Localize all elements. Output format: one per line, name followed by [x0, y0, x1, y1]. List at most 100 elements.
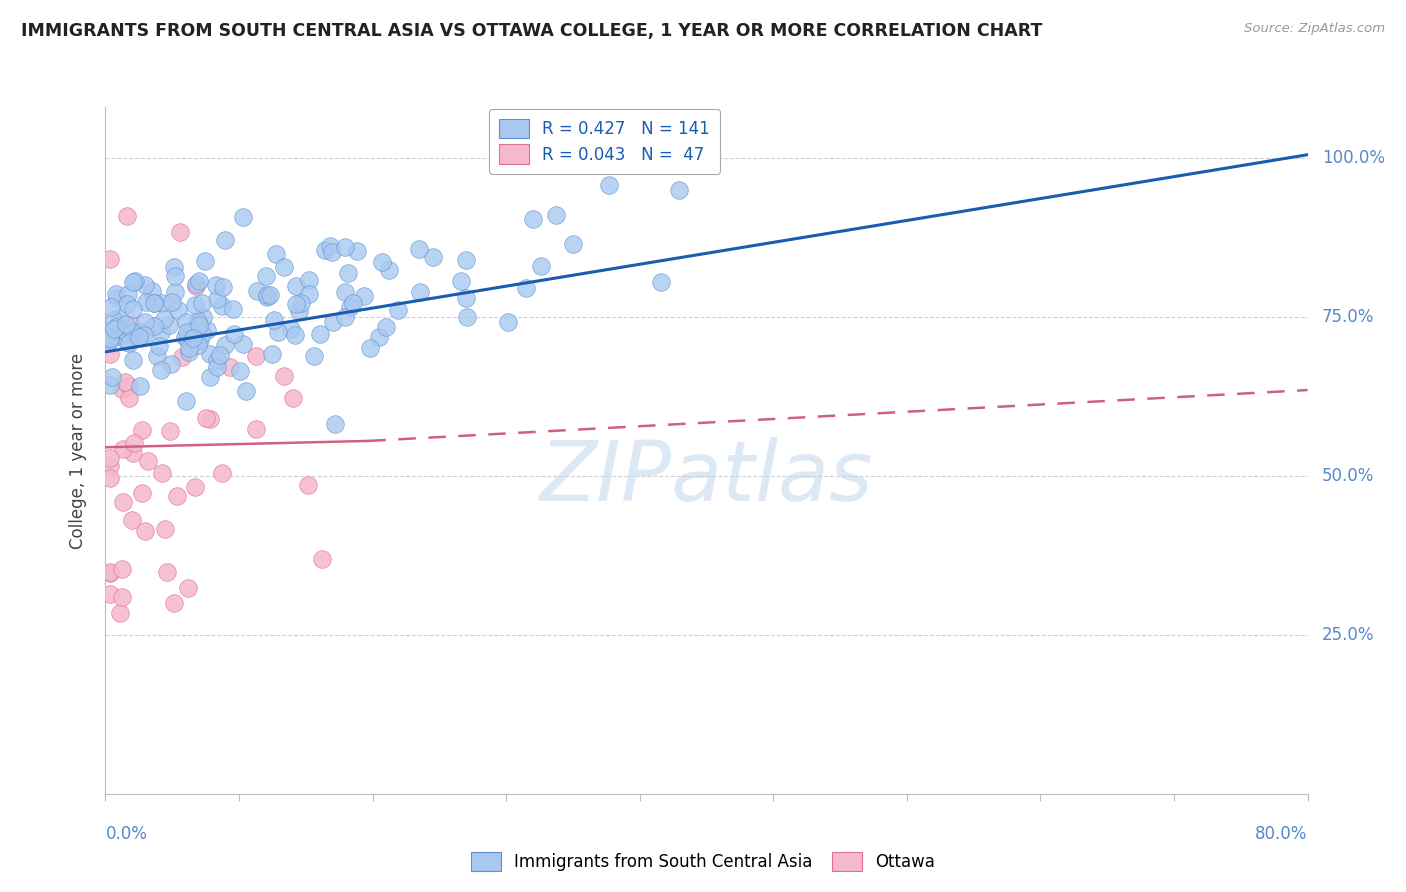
Point	[454, 252, 477, 267]
Point	[128, 329, 150, 343]
Point	[110, 606, 132, 620]
Point	[98, 378, 121, 392]
Point	[191, 295, 214, 310]
Point	[245, 422, 267, 436]
Point	[668, 183, 690, 197]
Point	[323, 417, 346, 431]
Point	[174, 329, 197, 343]
Point	[98, 587, 121, 601]
Point	[118, 335, 141, 350]
Point	[98, 334, 121, 348]
Point	[530, 259, 553, 273]
Point	[188, 333, 211, 347]
Point	[267, 325, 290, 339]
Point	[115, 326, 138, 341]
Point	[222, 301, 245, 316]
Text: 0.0%: 0.0%	[105, 825, 148, 843]
Point	[187, 318, 209, 332]
Point	[131, 325, 153, 339]
Point	[98, 252, 121, 267]
Point	[297, 478, 319, 492]
Text: Source: ZipAtlas.com: Source: ZipAtlas.com	[1244, 22, 1385, 36]
Point	[409, 285, 432, 299]
Point	[105, 291, 128, 305]
Point	[128, 378, 150, 392]
Point	[184, 333, 207, 347]
Legend: Immigrants from South Central Asia, Ottawa: Immigrants from South Central Asia, Otta…	[463, 843, 943, 880]
Point	[115, 335, 138, 350]
Point	[333, 285, 356, 299]
Point	[134, 315, 156, 329]
Point	[333, 310, 356, 324]
Point	[103, 312, 125, 326]
Point	[166, 489, 188, 503]
Point	[122, 436, 145, 450]
Point	[143, 296, 166, 310]
Point	[298, 287, 321, 301]
Point	[174, 315, 197, 329]
Point	[450, 274, 472, 288]
Point	[333, 240, 356, 254]
Point	[122, 446, 145, 460]
Point	[132, 328, 155, 343]
Point	[311, 552, 333, 566]
Point	[454, 291, 477, 305]
Point	[198, 412, 221, 426]
Point	[163, 596, 186, 610]
Point	[156, 565, 179, 579]
Point	[121, 326, 143, 340]
Point	[198, 346, 221, 360]
Point	[222, 326, 245, 341]
Point	[232, 336, 254, 351]
Point	[309, 326, 332, 341]
Point	[141, 285, 163, 299]
Point	[103, 322, 125, 336]
Point	[117, 379, 139, 393]
Point	[256, 290, 278, 304]
Point	[122, 352, 145, 367]
Text: 100.0%: 100.0%	[1322, 149, 1385, 167]
Point	[174, 394, 197, 409]
Point	[254, 268, 277, 283]
Point	[359, 341, 381, 355]
Point	[266, 247, 288, 261]
Point	[544, 208, 567, 222]
Point	[121, 512, 143, 526]
Point	[336, 266, 359, 280]
Point	[246, 284, 269, 298]
Point	[111, 562, 134, 576]
Point	[120, 318, 142, 333]
Point	[181, 331, 204, 345]
Point	[179, 341, 201, 355]
Point	[143, 319, 166, 334]
Text: 80.0%: 80.0%	[1256, 825, 1308, 843]
Point	[285, 297, 308, 311]
Point	[165, 285, 187, 299]
Point	[98, 471, 121, 485]
Point	[177, 345, 200, 359]
Point	[321, 245, 343, 260]
Point	[159, 424, 181, 438]
Point	[184, 279, 207, 293]
Y-axis label: College, 1 year or more: College, 1 year or more	[69, 352, 87, 549]
Point	[160, 294, 183, 309]
Point	[153, 312, 176, 326]
Point	[135, 295, 157, 310]
Point	[124, 274, 146, 288]
Point	[153, 522, 176, 536]
Point	[456, 310, 478, 325]
Point	[149, 363, 172, 377]
Point	[287, 304, 309, 318]
Point	[259, 288, 281, 302]
Point	[297, 273, 319, 287]
Point	[422, 250, 444, 264]
Point	[184, 479, 207, 493]
Point	[98, 346, 121, 360]
Point	[284, 327, 307, 342]
Point	[273, 369, 295, 384]
Text: 75.0%: 75.0%	[1322, 308, 1375, 326]
Point	[190, 326, 212, 341]
Point	[208, 348, 231, 362]
Point	[214, 233, 236, 247]
Point	[122, 275, 145, 289]
